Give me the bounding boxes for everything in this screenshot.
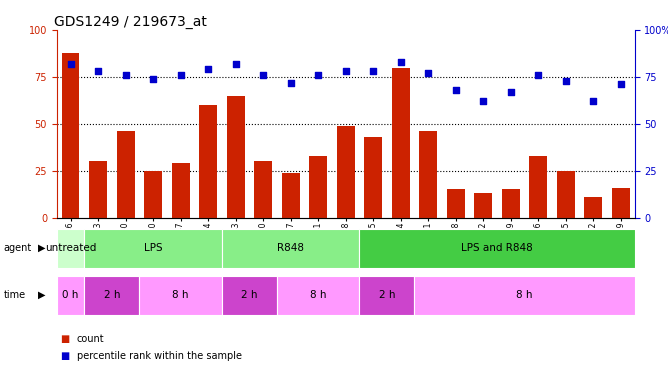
Text: ▶: ▶: [38, 243, 45, 253]
Bar: [359, 276, 414, 315]
Bar: [222, 229, 359, 268]
Point: [230, 61, 241, 67]
Text: time: time: [3, 290, 25, 300]
Bar: [222, 276, 277, 315]
Point: [560, 78, 571, 84]
Text: 2 h: 2 h: [104, 290, 120, 300]
Text: 0 h: 0 h: [62, 290, 79, 300]
Text: 2 h: 2 h: [241, 290, 258, 300]
Bar: [57, 229, 84, 268]
Bar: [89, 161, 107, 218]
Point: [258, 72, 269, 78]
Bar: [447, 189, 465, 217]
Bar: [282, 172, 300, 217]
Point: [120, 72, 131, 78]
Bar: [277, 276, 359, 315]
Text: agent: agent: [3, 243, 31, 253]
Point: [450, 87, 461, 93]
Bar: [612, 188, 630, 218]
Text: 8 h: 8 h: [172, 290, 189, 300]
Point: [478, 98, 488, 104]
Point: [341, 68, 351, 74]
Bar: [364, 137, 382, 218]
Bar: [309, 156, 327, 218]
Bar: [140, 276, 222, 315]
Text: LPS: LPS: [144, 243, 162, 254]
Bar: [391, 68, 409, 218]
Text: R848: R848: [277, 243, 304, 254]
Text: 8 h: 8 h: [516, 290, 533, 300]
Text: untreated: untreated: [45, 243, 96, 254]
Bar: [172, 163, 190, 218]
Point: [395, 59, 406, 65]
Bar: [359, 229, 635, 268]
Point: [423, 70, 434, 76]
Text: ▶: ▶: [38, 290, 45, 300]
Point: [368, 68, 379, 74]
Text: ■: ■: [60, 334, 69, 344]
Text: 8 h: 8 h: [310, 290, 327, 300]
Text: percentile rank within the sample: percentile rank within the sample: [77, 351, 242, 361]
Text: LPS and R848: LPS and R848: [461, 243, 533, 254]
Bar: [557, 171, 574, 217]
Bar: [61, 53, 79, 217]
Point: [203, 66, 214, 72]
Point: [313, 72, 323, 78]
Text: ■: ■: [60, 351, 69, 361]
Bar: [199, 105, 217, 218]
Bar: [584, 197, 603, 217]
Bar: [420, 131, 437, 218]
Bar: [255, 161, 272, 218]
Bar: [502, 189, 520, 217]
Point: [65, 61, 76, 67]
Point: [588, 98, 599, 104]
Bar: [337, 126, 355, 218]
Bar: [226, 96, 244, 218]
Bar: [57, 276, 84, 315]
Bar: [529, 156, 547, 218]
Bar: [414, 276, 635, 315]
Bar: [84, 229, 222, 268]
Bar: [117, 131, 134, 218]
Text: count: count: [77, 334, 104, 344]
Bar: [474, 193, 492, 217]
Text: 2 h: 2 h: [379, 290, 395, 300]
Text: GDS1249 / 219673_at: GDS1249 / 219673_at: [54, 15, 207, 29]
Point: [615, 81, 626, 87]
Point: [175, 72, 186, 78]
Bar: [84, 276, 140, 315]
Point: [506, 89, 516, 95]
Point: [285, 80, 296, 86]
Bar: [144, 171, 162, 217]
Point: [93, 68, 104, 74]
Point: [148, 76, 158, 82]
Point: [533, 72, 544, 78]
